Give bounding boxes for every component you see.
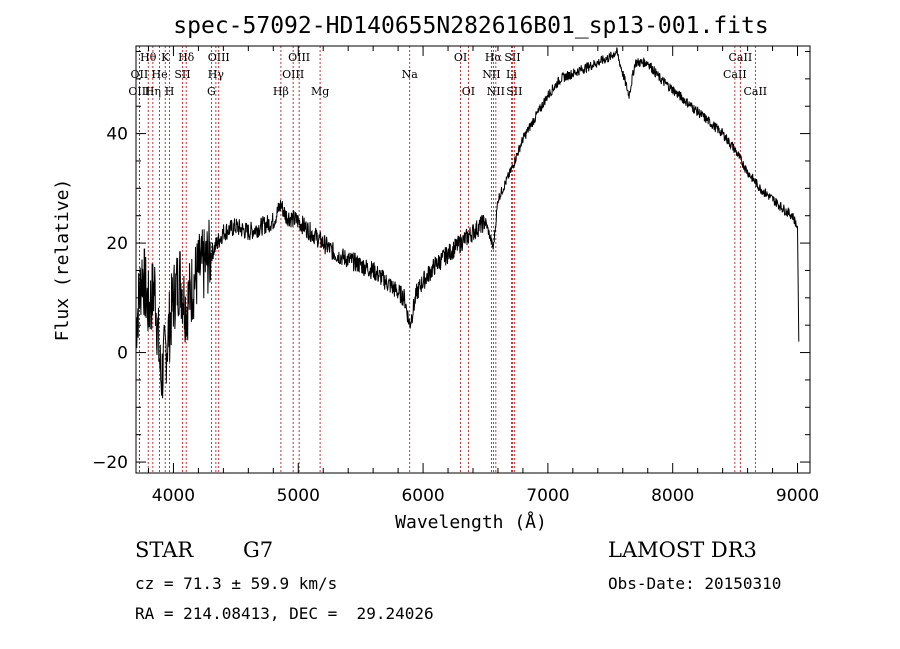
line-label-7: H <box>165 85 175 98</box>
line-label-16: Na <box>402 68 419 81</box>
line-label-17: OI <box>454 51 467 64</box>
line-label-3: He <box>152 68 168 81</box>
y-axis-label: Flux (relative) <box>52 179 73 342</box>
line-label-6: SII <box>174 68 190 81</box>
line-label-23: Li <box>506 68 517 81</box>
line-label-26: CaII <box>723 68 747 81</box>
line-label-12: Hβ <box>273 85 289 98</box>
chart-title: spec-57092-HD140655N282616B01_sp13-001.f… <box>173 13 768 39</box>
line-label-2: OIII <box>128 85 150 98</box>
x-tick-label-4: 8000 <box>651 486 694 506</box>
line-label-14: OIII <box>282 68 304 81</box>
x-tick-label-2: 6000 <box>401 486 444 506</box>
line-label-27: CaII <box>743 85 767 98</box>
line-label-20: NII <box>482 68 500 81</box>
y-axis-ticks: −20 0 20 40 <box>92 50 810 473</box>
x-tick-label-3: 7000 <box>526 486 569 506</box>
line-label-9: OIII <box>208 51 230 64</box>
line-label-21: NII <box>487 85 505 98</box>
plot-frame <box>135 45 811 474</box>
x-axis-ticks: 4000 5000 6000 7000 8000 9000 <box>147 46 819 506</box>
object-class: STAR <box>135 538 194 562</box>
redshift-velocity: cz = 71.3 ± 59.9 km/s <box>135 574 338 593</box>
y-tick-label-2: 20 <box>106 234 128 254</box>
x-tick-label-1: 5000 <box>277 486 320 506</box>
line-label-13: OIII <box>288 51 310 64</box>
line-label-15: Mg <box>311 85 329 98</box>
line-label-25: CaII <box>729 51 753 64</box>
spectrum-series-line <box>135 47 800 399</box>
spectral-line-markers <box>138 46 756 473</box>
y-tick-label-1: 0 <box>117 344 128 364</box>
line-label-22: SII <box>504 51 520 64</box>
line-label-0: Hθ <box>140 51 157 64</box>
observation-date: Obs-Date: 20150310 <box>608 574 782 593</box>
coordinates: RA = 214.08413, DEC = 29.24026 <box>135 604 434 623</box>
line-label-11: G <box>207 85 216 98</box>
survey-name: LAMOST DR3 <box>608 538 757 562</box>
x-tick-label-5: 9000 <box>776 486 819 506</box>
line-label-18: OI <box>462 85 475 98</box>
object-subclass: G7 <box>243 538 274 562</box>
line-label-5: K <box>161 51 170 64</box>
line-label-1: OII <box>131 68 149 81</box>
line-label-4: Hη <box>145 85 161 98</box>
line-label-8: Hδ <box>178 51 195 64</box>
line-label-10: Hγ <box>208 68 225 81</box>
y-tick-label-3: 40 <box>106 125 128 145</box>
y-tick-label-0: −20 <box>92 453 128 473</box>
line-label-19: Hα <box>485 51 503 64</box>
x-tick-label-0: 4000 <box>152 486 195 506</box>
line-label-24: SII <box>506 85 522 98</box>
x-axis-label: Wavelength (Å) <box>395 511 547 533</box>
